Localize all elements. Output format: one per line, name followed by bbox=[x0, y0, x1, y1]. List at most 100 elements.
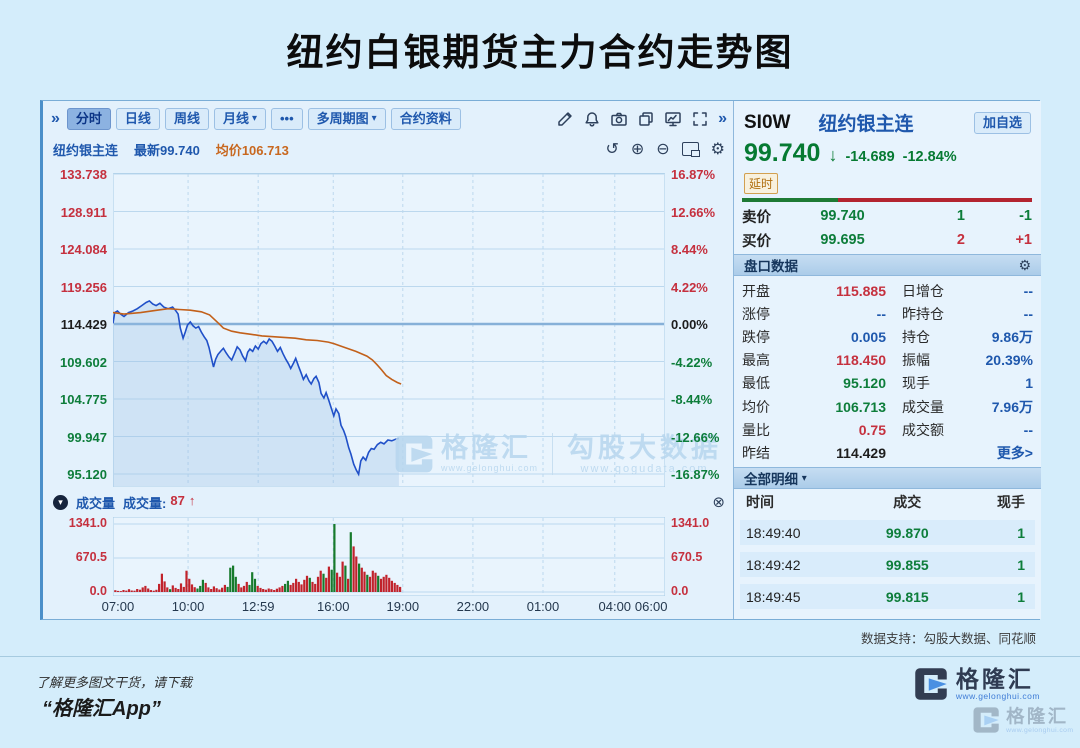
price-change-pct: -12.84% bbox=[902, 149, 957, 165]
price-chart[interactable] bbox=[112, 172, 666, 488]
volume-tick: 0.0 bbox=[671, 584, 689, 598]
pankou-row: 量比 0.75 成交额 -- bbox=[742, 421, 1033, 438]
chevron-down-icon: ▾ bbox=[251, 113, 257, 124]
trade-row[interactable]: 18:49:40 99.870 1 bbox=[740, 520, 1035, 545]
sentiment-green bbox=[742, 198, 838, 202]
pct-tick: 12.66% bbox=[671, 204, 716, 220]
volume-chart[interactable] bbox=[112, 516, 666, 597]
pct-tick: 16.87% bbox=[671, 167, 716, 182]
bid-ask-rows: 卖价 99.740 1 -1 买价 99.695 2 +1 bbox=[742, 204, 1032, 252]
more-link[interactable]: 更多> bbox=[996, 444, 1033, 461]
volume-title: 成交量 bbox=[76, 495, 116, 511]
price-tick: 114.429 bbox=[60, 317, 107, 332]
tab-日线[interactable]: 日线 bbox=[115, 108, 160, 130]
collapse-chevrons-icon[interactable]: » bbox=[51, 110, 60, 127]
more-chevrons-icon[interactable]: » bbox=[718, 110, 727, 127]
trade-row[interactable]: 18:49:42 99.855 1 bbox=[740, 552, 1035, 577]
time-tick: 07:00 bbox=[101, 599, 135, 614]
time-tick: 19:00 bbox=[386, 599, 420, 614]
volume-header: ▾ 成交量 成交量: 87 ↑ ⊗ bbox=[53, 489, 725, 515]
zoom-out-icon[interactable]: ⊖ bbox=[656, 141, 670, 158]
volume-tick: 1341.0 bbox=[671, 516, 710, 530]
pankou-row: 涨停 -- 昨持仓 -- bbox=[742, 305, 1033, 322]
price-change: -14.689 bbox=[845, 149, 895, 165]
volume-tick: 1341.0 bbox=[68, 516, 107, 530]
trading-app-panel: » 分时 日线 周线 月线 ▾ ••• 多周期图 ▾ 合约资料 » 纽约银主连 最新99.740… bbox=[40, 100, 1041, 620]
tab-合约资料[interactable]: 合约资料 bbox=[390, 108, 461, 130]
page-title: 纽约白银期货主力合约走势图 bbox=[286, 32, 794, 73]
bid-qty: 2 bbox=[956, 232, 965, 248]
pct-tick: -8.44% bbox=[671, 392, 713, 407]
ask-qty: 1 bbox=[956, 208, 965, 224]
pankou-row: 最低 95.120 现手 1 bbox=[742, 375, 1033, 392]
fullscreen-icon[interactable] bbox=[691, 110, 709, 128]
trades-header: 时间 成交 现手 bbox=[746, 494, 1025, 510]
alert-bell-icon[interactable] bbox=[583, 110, 601, 128]
settings-gear-icon[interactable]: ⚙ bbox=[710, 141, 725, 158]
close-volume-icon[interactable]: ⊗ bbox=[712, 494, 725, 511]
footer-divider bbox=[0, 656, 1080, 657]
detail-section-header[interactable]: 全部明细 ▾ bbox=[734, 467, 1041, 489]
time-tick: 01:00 bbox=[526, 599, 560, 614]
time-tick: 06:00 bbox=[634, 599, 668, 614]
gelonghui-logo-icon bbox=[915, 668, 947, 700]
average-line bbox=[112, 307, 402, 385]
price-tick: 99.947 bbox=[67, 429, 107, 445]
bid-change: +1 bbox=[1015, 232, 1032, 248]
time-tick: 10:00 bbox=[171, 599, 205, 614]
price-tick: 95.120 bbox=[67, 467, 107, 482]
symbol-code: SI0W bbox=[744, 111, 791, 133]
brand-logo: 格隆汇 www.gelonghui.com bbox=[913, 666, 1040, 702]
tab-月线[interactable]: 月线 ▾ bbox=[213, 108, 266, 130]
trades-table: 时间 成交 现手 18:49:40 99.870 1 18:49:42 99.855 1 18:4… bbox=[740, 491, 1035, 609]
price-down-arrow-icon: ↓ bbox=[828, 145, 838, 165]
sentiment-bar bbox=[742, 198, 1032, 202]
price-tick: 104.775 bbox=[60, 392, 107, 407]
draw-pencil-icon[interactable] bbox=[556, 110, 574, 128]
zoom-in-icon[interactable]: ⊕ bbox=[630, 141, 645, 158]
pankou-row: 跌停 0.005 持仓 9.86万 bbox=[742, 328, 1033, 345]
pankou-grid: 开盘 115.885 日增仓 -- 涨停 -- 昨持仓 -- 跌停 0.005 持仓 9.86万 最高 1… bbox=[742, 279, 1033, 465]
quote-panel: SI0W 纽约银主连 加自选 99.740 ↓ -14.689 -12.84% … bbox=[733, 101, 1041, 619]
volume-tick: 670.5 bbox=[75, 550, 107, 564]
pct-tick: -12.66% bbox=[671, 429, 720, 445]
tab-分时[interactable]: 分时 bbox=[66, 108, 111, 130]
pankou-row: 昨结 114.429 更多> bbox=[742, 444, 1033, 461]
promo-text: 了解更多图文干货，请下载 bbox=[36, 675, 193, 690]
avg-price-label: 均价106.713 bbox=[215, 142, 289, 158]
period-tabs: 分时 日线 周线 月线 ▾ ••• 多周期图 ▾ 合约资料 bbox=[66, 108, 461, 130]
datasource-note: 数据支持：勾股大数据、同花顺 bbox=[860, 632, 1036, 646]
chevron-down-icon: ▾ bbox=[371, 113, 377, 124]
add-watchlist-button[interactable]: 加自选 bbox=[973, 111, 1031, 134]
tab-多周期图[interactable]: 多周期图 ▾ bbox=[307, 108, 386, 130]
tab-•••[interactable]: ••• bbox=[271, 108, 303, 130]
restore-window-icon[interactable] bbox=[681, 142, 700, 157]
monitor-chart-icon[interactable] bbox=[664, 110, 682, 128]
price-tick: 133.738 bbox=[60, 167, 107, 182]
volume-chart-svg bbox=[112, 516, 666, 597]
pct-tick: 8.44% bbox=[671, 242, 708, 257]
last-price: 99.740 bbox=[744, 139, 821, 167]
pct-tick: -4.22% bbox=[671, 354, 713, 370]
sentiment-red bbox=[837, 198, 1032, 202]
undo-icon[interactable]: ↺ bbox=[605, 141, 619, 158]
pct-tick: 0.00% bbox=[671, 317, 708, 332]
volume-up-arrow-icon: ↑ bbox=[188, 492, 196, 508]
chart-subbar: 纽约银主连 最新99.740 均价106.713 ↺ ⊕ ⊖ ⚙ bbox=[53, 137, 725, 161]
gelonghui-logo-icon bbox=[973, 707, 999, 733]
pankou-section-header[interactable]: 盘口数据 ⚙ bbox=[734, 254, 1041, 276]
price-tick: 109.602 bbox=[60, 354, 107, 370]
chart-section: » 分时 日线 周线 月线 ▾ ••• 多周期图 ▾ 合约资料 » 纽约银主连 最新99.740… bbox=[43, 101, 733, 619]
trade-row[interactable]: 18:49:45 99.815 1 bbox=[740, 584, 1035, 609]
pankou-settings-gear-icon[interactable]: ⚙ bbox=[1018, 256, 1031, 273]
zoom-icons: ↺ ⊕ ⊖ ⚙ bbox=[605, 139, 725, 159]
delay-badge: 延时 bbox=[744, 173, 779, 194]
tab-周线[interactable]: 周线 bbox=[164, 108, 209, 130]
collapse-volume-icon[interactable]: ▾ bbox=[53, 494, 68, 510]
price-chart-svg bbox=[112, 172, 666, 488]
toolbar-icons: » bbox=[556, 110, 727, 128]
screenshot-camera-icon[interactable] bbox=[610, 110, 628, 128]
detail-caret-icon: ▾ bbox=[801, 472, 807, 484]
time-axis: 07:00 10:00 12:59 16:00 19:00 22:00 01:00 04:00… bbox=[102, 599, 668, 617]
copy-icon[interactable] bbox=[637, 110, 655, 128]
